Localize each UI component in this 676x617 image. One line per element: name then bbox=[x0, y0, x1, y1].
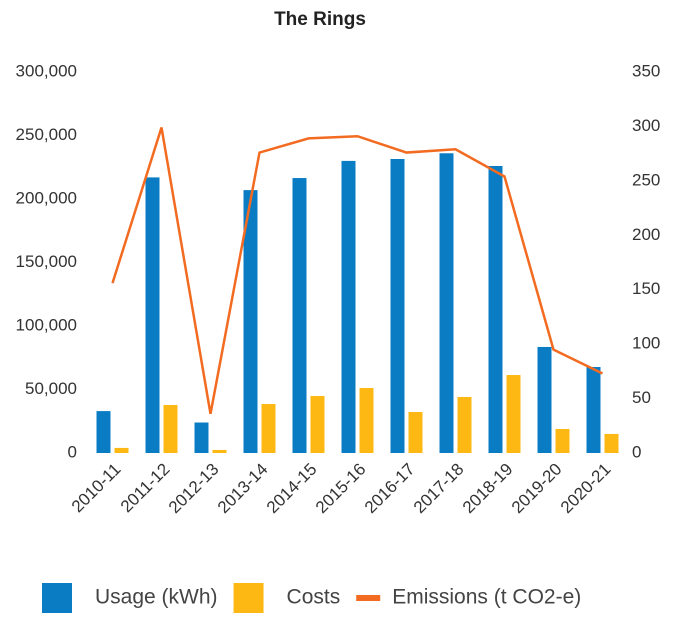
legend-label: Costs bbox=[287, 586, 341, 609]
y-tick-label: 100,000 bbox=[16, 315, 77, 334]
x-tick-label: 2015-16 bbox=[312, 460, 370, 518]
bar bbox=[163, 404, 178, 453]
bar bbox=[114, 447, 129, 453]
line bbox=[111, 127, 604, 415]
x-tick-label: 2011-12 bbox=[117, 460, 174, 517]
y-tick-label: 0 bbox=[68, 442, 77, 461]
legend-swatch bbox=[233, 583, 264, 613]
y-tick-label: 300,000 bbox=[16, 61, 77, 80]
y2-tick-label: 350 bbox=[632, 61, 660, 80]
x-tick-label: 2017-18 bbox=[410, 460, 468, 518]
bar bbox=[145, 177, 160, 453]
bar bbox=[439, 153, 454, 453]
x-tick-label: 2018-19 bbox=[459, 460, 517, 518]
bar bbox=[586, 367, 601, 453]
bar bbox=[604, 433, 619, 453]
bar bbox=[96, 411, 111, 453]
x-tick-label: 2014-15 bbox=[263, 460, 321, 518]
bar bbox=[359, 387, 374, 453]
legend-label: Usage (kWh) bbox=[95, 586, 218, 609]
y2-tick-label: 300 bbox=[632, 116, 660, 135]
x-tick-label: 2020-21 bbox=[557, 460, 615, 518]
y2-tick-label: 250 bbox=[632, 170, 660, 189]
x-tick-label: 2016-17 bbox=[361, 460, 419, 518]
x-tick-label: 2019-20 bbox=[508, 460, 566, 518]
y2-tick-label: 0 bbox=[632, 442, 641, 461]
y2-tick-label: 200 bbox=[632, 225, 660, 244]
chart-title: The Rings bbox=[274, 9, 366, 30]
y2-tick-label: 150 bbox=[632, 279, 660, 298]
bar bbox=[341, 160, 356, 453]
x-tick-label: 2010-11 bbox=[68, 460, 125, 517]
bar bbox=[390, 158, 405, 453]
bar bbox=[243, 190, 258, 454]
y2-tick-label: 50 bbox=[632, 388, 651, 407]
bar bbox=[506, 375, 521, 453]
bar bbox=[408, 411, 423, 453]
bar bbox=[310, 395, 325, 453]
bar bbox=[555, 428, 570, 453]
bar bbox=[292, 178, 307, 454]
x-tick-label: 2013-14 bbox=[214, 460, 272, 518]
bar bbox=[194, 422, 209, 453]
bar bbox=[457, 396, 472, 453]
legend-swatch bbox=[42, 583, 72, 613]
y-tick-label: 200,000 bbox=[16, 188, 77, 207]
y-tick-label: 150,000 bbox=[16, 252, 77, 271]
bar bbox=[261, 403, 276, 453]
legend-swatch bbox=[356, 595, 381, 601]
bar bbox=[212, 449, 227, 453]
x-tick-label: 2012-13 bbox=[165, 460, 223, 518]
y2-tick-label: 100 bbox=[632, 334, 660, 353]
bar bbox=[537, 346, 552, 453]
legend-label: Emissions (t CO2-e) bbox=[392, 586, 581, 609]
y-tick-label: 250,000 bbox=[16, 125, 77, 144]
bar bbox=[488, 165, 503, 454]
y-tick-label: 50,000 bbox=[25, 379, 77, 398]
